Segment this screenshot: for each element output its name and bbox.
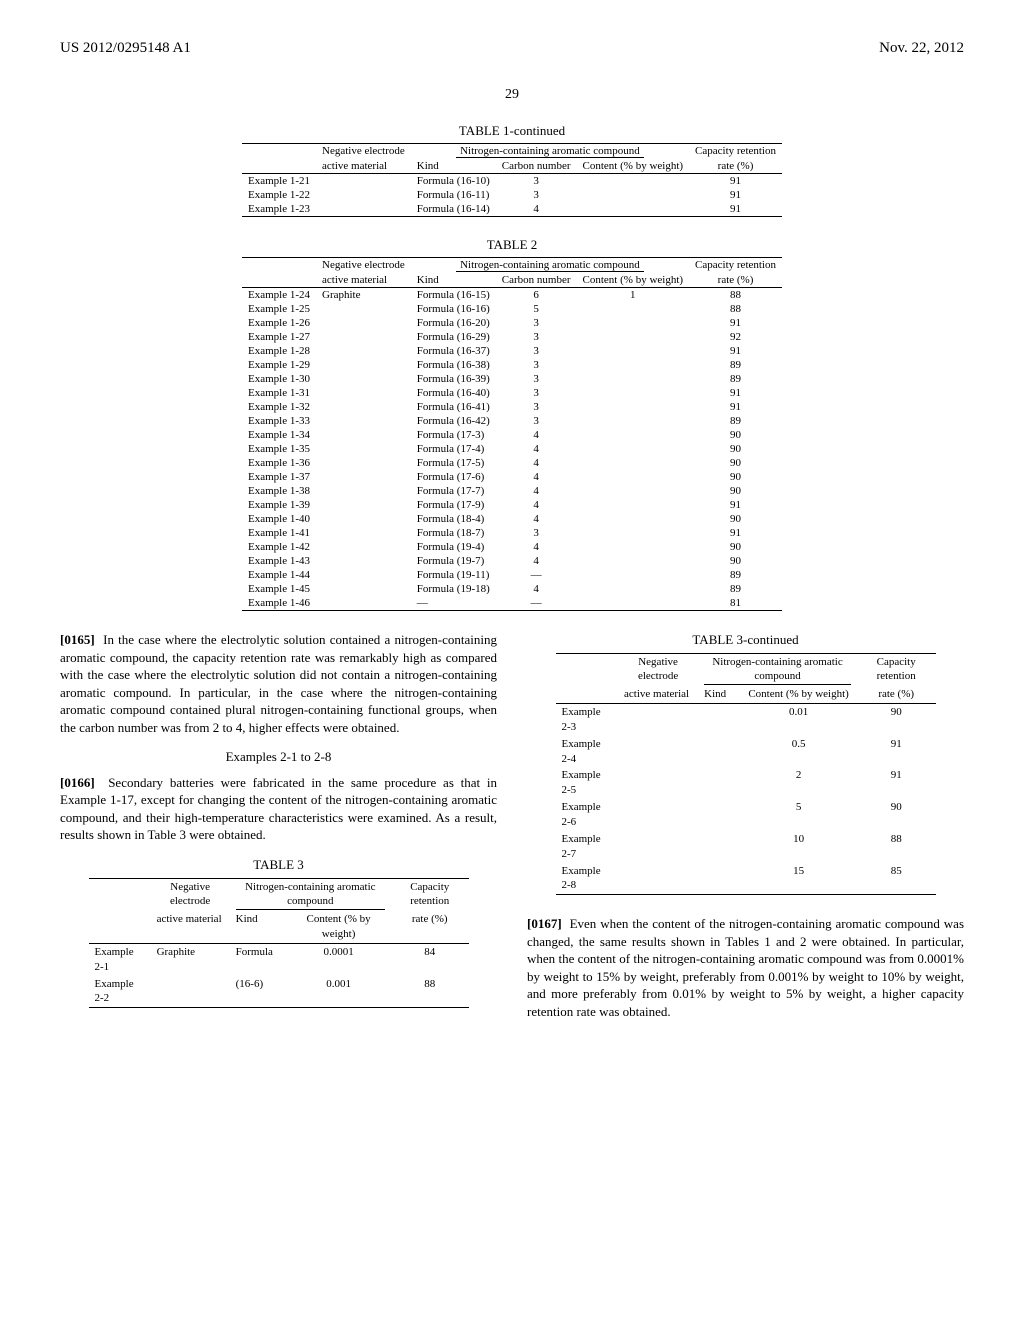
table-row: Example 1-36Formula (17-5)490 — [242, 456, 782, 470]
table2: Negative electrode Nitrogen-containing a… — [242, 257, 782, 611]
table-row: Example 2-1GraphiteFormula0.000184 — [89, 943, 469, 975]
col-carbon: Carbon number — [496, 159, 577, 174]
table-row: Example 1-41Formula (18-7)391 — [242, 526, 782, 540]
table-row: Example 1-31Formula (16-40)391 — [242, 386, 782, 400]
col-kind: Kind — [411, 159, 496, 174]
table-row: Example 1-35Formula (17-4)490 — [242, 442, 782, 456]
table-row: Example 1-37Formula (17-6)490 — [242, 470, 782, 484]
table-row: Example 1-46——81 — [242, 596, 782, 611]
left-column: [0165] In the case where the electrolyti… — [60, 631, 497, 1032]
page-number: 29 — [60, 87, 964, 103]
right-column: TABLE 3-continued Negative electrode Nit… — [527, 631, 964, 1032]
table-row: Example 2-40.591 — [556, 736, 936, 768]
table2-title: TABLE 2 — [60, 237, 964, 253]
col-content: Content (% by weight) — [577, 159, 690, 174]
table-row: Example 1-42Formula (19-4)490 — [242, 540, 782, 554]
paragraph-0166: [0166] Secondary batteries were fabricat… — [60, 774, 497, 844]
table-row: Example 2-81585 — [556, 863, 936, 895]
table-row: Example 1-25Formula (16-16)588 — [242, 302, 782, 316]
table-row: Example 1-23Formula (16-14)491 — [242, 202, 782, 217]
table-row: Example 2-5291 — [556, 767, 936, 799]
col-rate: rate (%) — [689, 159, 782, 174]
doc-id: US 2012/0295148 A1 — [60, 40, 191, 57]
table-row: Example 1-39Formula (17-9)491 — [242, 498, 782, 512]
table-row: Example 1-30Formula (16-39)389 — [242, 372, 782, 386]
table-row: Example 2-30.0190 — [556, 704, 936, 736]
doc-date: Nov. 22, 2012 — [879, 40, 964, 57]
table-row: Example 2-71088 — [556, 831, 936, 863]
table-row: Example 2-2(16-6)0.00188 — [89, 976, 469, 1008]
col-cap: Capacity retention — [689, 144, 782, 160]
table-row: Example 2-6590 — [556, 799, 936, 831]
table-row: Example 1-44Formula (19-11)—89 — [242, 568, 782, 582]
table-row: Example 1-32Formula (16-41)391 — [242, 400, 782, 414]
table-row: Example 1-34Formula (17-3)490 — [242, 428, 782, 442]
table-row: Example 1-45Formula (19-18)489 — [242, 582, 782, 596]
paragraph-0167: [0167] Even when the content of the nitr… — [527, 915, 964, 1020]
table3: Negative electrode Nitrogen-containing a… — [89, 878, 469, 1009]
page-header: US 2012/0295148 A1 Nov. 22, 2012 — [60, 40, 964, 57]
table-row: Example 1-43Formula (19-7)490 — [242, 554, 782, 568]
table3-title: TABLE 3 — [60, 856, 497, 874]
table-row: Example 1-28Formula (16-37)391 — [242, 344, 782, 358]
table-row: Example 1-33Formula (16-42)389 — [242, 414, 782, 428]
examples-heading: Examples 2-1 to 2-8 — [60, 748, 497, 766]
table-row: Example 1-29Formula (16-38)389 — [242, 358, 782, 372]
table-row: Example 1-27Formula (16-29)392 — [242, 330, 782, 344]
col-active: active material — [316, 159, 411, 174]
two-column-body: [0165] In the case where the electrolyti… — [60, 631, 964, 1032]
table3c-title: TABLE 3-continued — [527, 631, 964, 649]
col-compound: Nitrogen-containing aromatic compound — [456, 145, 644, 158]
table-row: Example 1-24GraphiteFormula (16-15)6188 — [242, 288, 782, 303]
table3-continued: Negative electrode Nitrogen-containing a… — [556, 653, 936, 896]
table-row: Example 1-21Formula (16-10)391 — [242, 174, 782, 189]
table-row: Example 1-22Formula (16-11)391 — [242, 188, 782, 202]
paragraph-0165: [0165] In the case where the electrolyti… — [60, 631, 497, 736]
table1-title: TABLE 1-continued — [60, 123, 964, 139]
col-neg: Negative electrode — [316, 144, 411, 160]
table-row: Example 1-40Formula (18-4)490 — [242, 512, 782, 526]
table-row: Example 1-26Formula (16-20)391 — [242, 316, 782, 330]
table-row: Example 1-38Formula (17-7)490 — [242, 484, 782, 498]
table1: Negative electrode Nitrogen-containing a… — [242, 143, 782, 217]
